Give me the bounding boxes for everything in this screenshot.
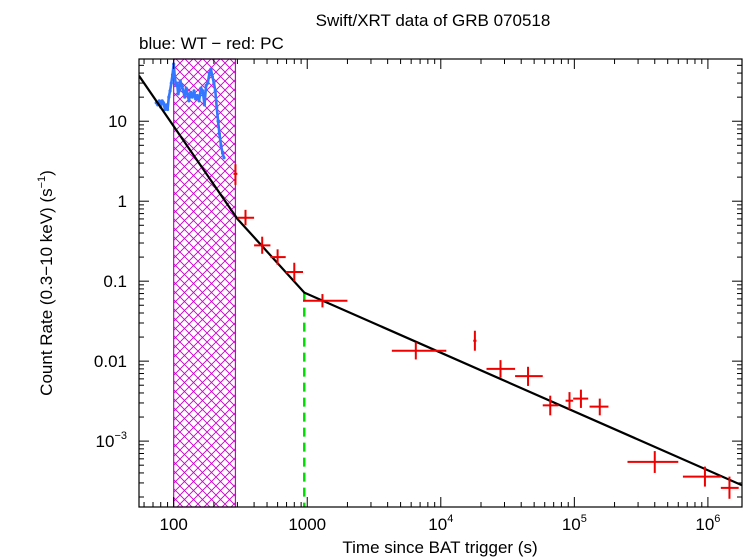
wt-point <box>206 81 210 85</box>
wt-point <box>217 132 222 136</box>
wt-series-layer <box>154 62 226 160</box>
wt-point <box>175 81 179 85</box>
wt-point <box>169 81 173 85</box>
wt-point <box>178 79 182 83</box>
x-tick-labels: 100 1000 104 105 106 <box>159 513 720 534</box>
pc-point <box>270 249 286 265</box>
wt-point <box>181 89 185 93</box>
wt-point <box>207 71 211 75</box>
x-tick-label: 104 <box>428 513 453 534</box>
pc-point <box>682 466 721 487</box>
model-fit-line <box>139 75 742 487</box>
pc-point <box>486 360 516 378</box>
wt-point <box>174 83 178 88</box>
model-line-group <box>139 75 742 487</box>
plot-frame <box>138 58 743 508</box>
wt-point <box>177 89 181 93</box>
wt-point <box>161 101 166 105</box>
pc-point <box>627 451 679 473</box>
wt-point <box>167 95 171 99</box>
wt-point <box>202 103 207 107</box>
shaded-region-layer <box>173 58 237 508</box>
wt-point <box>157 99 161 103</box>
wt-point <box>164 103 168 107</box>
wt-point <box>183 95 187 99</box>
pc-series <box>233 164 739 499</box>
wt-point <box>199 86 203 90</box>
chart-title: Swift/XRT data of GRB 070518 <box>316 11 551 30</box>
wt-point <box>180 83 184 88</box>
wt-point <box>201 89 205 93</box>
y-tick-labels: 10 1 0.1 0.01 10−3 <box>94 112 127 451</box>
wt-point <box>204 83 208 88</box>
wt-point <box>216 119 220 123</box>
wt-point <box>190 95 194 99</box>
pc-point <box>542 395 559 416</box>
wt-point <box>165 107 170 112</box>
wt-point <box>185 92 190 96</box>
wt-point <box>197 99 201 103</box>
wt-point <box>213 89 217 93</box>
wt-point <box>168 89 172 93</box>
wt-point <box>176 92 180 96</box>
x-axis-label: Time since BAT trigger (s) <box>342 538 537 557</box>
y-tick-label: 0.1 <box>103 272 127 291</box>
pc-point <box>565 392 574 410</box>
wt-point <box>184 86 188 90</box>
chart-subtitle: blue: WT − red: PC <box>139 34 284 53</box>
pc-point <box>573 389 589 408</box>
y-tick-label: 0.01 <box>94 352 127 371</box>
pc-point <box>233 164 238 185</box>
y-tick-label: 10 <box>108 112 127 131</box>
wt-point <box>195 93 199 98</box>
wt-point <box>219 143 223 147</box>
wt-point <box>210 75 215 79</box>
y-tick-label: 1 <box>118 192 127 211</box>
wt-point <box>170 73 175 77</box>
pc-point <box>391 342 447 360</box>
wt-point <box>189 90 193 94</box>
wt-point <box>212 81 216 85</box>
pc-point <box>589 398 609 416</box>
wt-point <box>194 97 198 101</box>
y-axis-label: Count Rate (0.3−10 keV) (s−1) <box>36 170 56 396</box>
pc-series-layer <box>233 164 739 499</box>
pc-point <box>303 294 348 308</box>
pc-point <box>237 209 255 226</box>
x-tick-label: 100 <box>159 515 187 534</box>
pc-point <box>515 366 543 386</box>
wt-point <box>220 151 225 155</box>
y-tick-label: 10−3 <box>96 430 127 451</box>
x-tick-label: 105 <box>562 513 587 534</box>
wt-point <box>215 105 219 109</box>
pc-point <box>285 262 304 282</box>
x-tick-label: 106 <box>695 513 720 534</box>
axis-ticks-layer <box>139 58 742 507</box>
wt-point <box>163 107 167 112</box>
wt-point <box>192 89 196 93</box>
wt-point <box>173 75 177 79</box>
wt-point <box>209 67 213 71</box>
shaded-interval <box>173 58 237 508</box>
x-tick-label: 1000 <box>288 515 326 534</box>
model-line-layer <box>139 75 742 487</box>
wt-point <box>222 156 226 160</box>
pc-point <box>720 476 739 499</box>
wt-series <box>154 62 226 160</box>
wt-point <box>187 99 191 103</box>
pc-point <box>473 330 477 351</box>
pc-point <box>254 236 271 254</box>
